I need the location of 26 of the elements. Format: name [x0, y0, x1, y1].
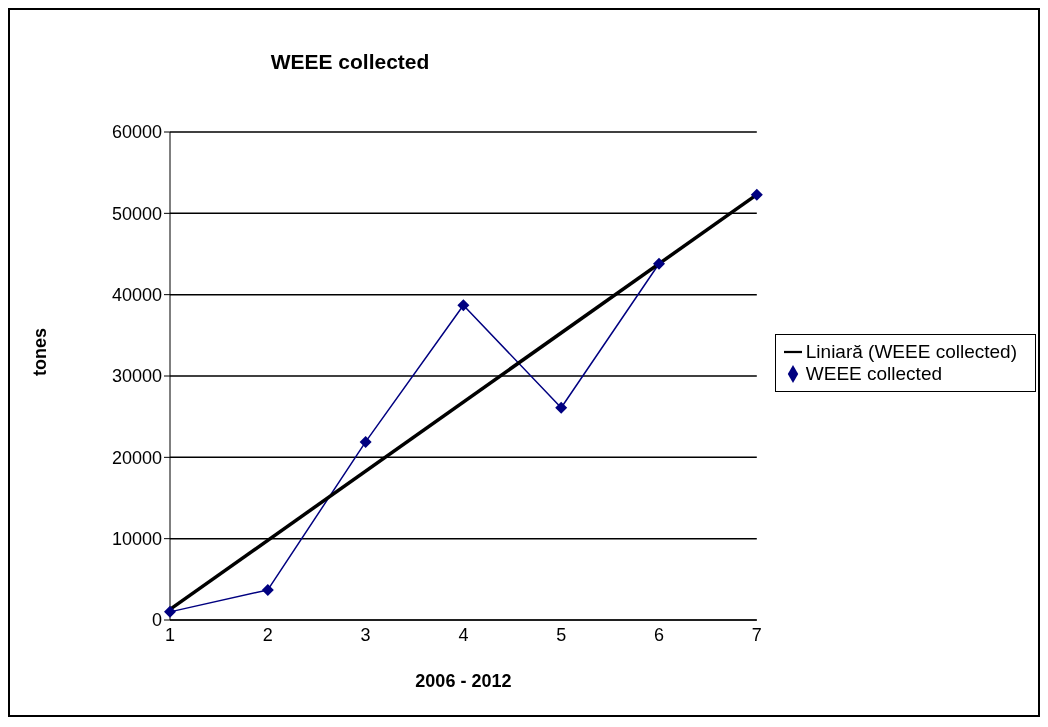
point [555, 401, 568, 414]
y-tick-label: 10000 [111, 529, 162, 550]
x-tick-label: 6 [653, 624, 665, 645]
x-tick-label: 7 [751, 624, 762, 645]
y-tick-label: 60000 [111, 122, 162, 143]
legend-label: Liniară (WEEE collected) [805, 340, 1017, 362]
point [750, 188, 763, 201]
point [653, 257, 665, 270]
x-tick-label: 2 [262, 624, 273, 645]
x-tick-label: 5 [556, 624, 567, 645]
y-tick-label: 50000 [111, 203, 162, 224]
point [457, 299, 470, 312]
x-axis-title: 2006 - 2012 [415, 671, 512, 691]
chart-title: WEEE collected [269, 50, 431, 74]
point [261, 583, 274, 596]
point [359, 435, 372, 448]
x-tick-label: 4 [458, 624, 469, 645]
y-tick-label: 40000 [111, 285, 162, 306]
legend-label: WEEE collected [805, 362, 943, 384]
x-tick-label: 3 [360, 624, 371, 645]
y-tick-label: 20000 [111, 447, 162, 468]
y-tick-label: 30000 [111, 366, 162, 387]
y-axis-title: tones [30, 327, 51, 376]
y-tick-label: 0 [151, 610, 162, 631]
point [164, 605, 176, 618]
x-tick-label: 1 [164, 624, 176, 645]
